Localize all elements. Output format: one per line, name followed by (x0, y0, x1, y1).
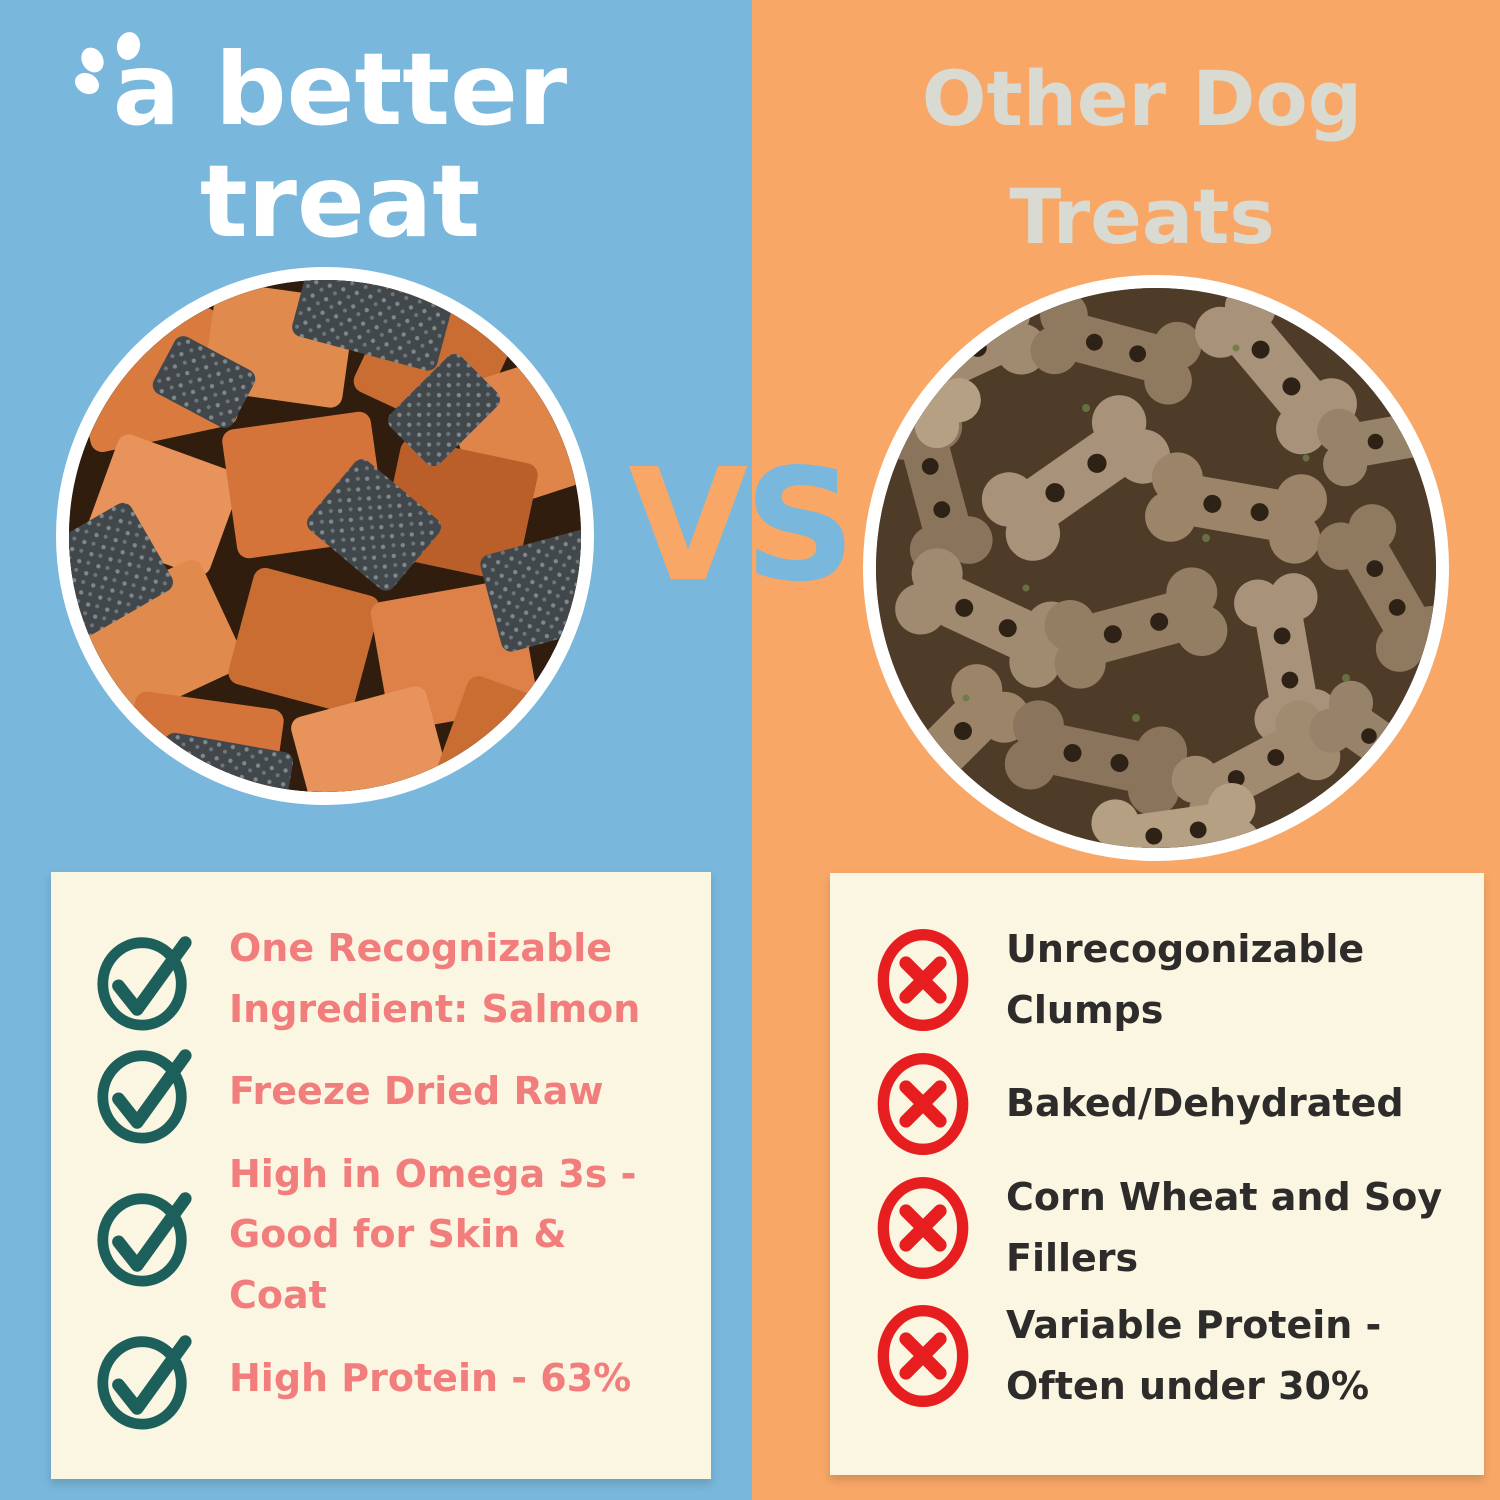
x-circle-icon (877, 928, 969, 1031)
salmon-chunks-illustration (69, 280, 581, 792)
x-circle-icon (877, 1052, 969, 1155)
benefit-text-line: Good for Skin & Coat (229, 1212, 567, 1318)
benefit-row: One Recognizable Ingredient: Salmon (93, 918, 673, 1040)
benefit-text: High in Omega 3s - Good for Skin & Coat (229, 1144, 673, 1326)
benefit-text-line: High Protein - 63% (229, 1355, 632, 1400)
bone-biscuits-illustration (876, 288, 1436, 848)
benefit-row: High in Omega 3s - Good for Skin & Coat (93, 1144, 673, 1326)
drawback-row: Baked/Dehydrated (872, 1048, 1446, 1160)
benefit-text: Freeze Dried Raw (229, 1061, 603, 1122)
check-circle-icon (97, 1192, 192, 1287)
drawback-text: Corn Wheat and Soy Fillers (1006, 1167, 1442, 1289)
check-circle-icon (97, 936, 192, 1031)
benefit-text-line: One Recognizable (229, 926, 613, 970)
paw-print-icon (76, 43, 108, 77)
brand-logo: a better treat (40, 29, 640, 260)
benefit-text-line: Ingredient: Salmon (229, 986, 641, 1031)
benefit-row: High Protein - 63% (93, 1326, 673, 1430)
paw-print-icon (71, 68, 103, 99)
drawback-text-line: Unrecogonizable (1006, 927, 1365, 971)
benefit-text-line: High in Omega 3s - (229, 1151, 637, 1196)
drawback-text-line: Often under 30% (1006, 1364, 1370, 1409)
salmon-treats-photo (56, 267, 594, 805)
drawback-text-line: Baked/Dehydrated (1006, 1081, 1404, 1126)
drawback-text-line: Corn Wheat and Soy (1006, 1174, 1443, 1219)
drawback-row: Variable Protein - Often under 30% (872, 1295, 1446, 1417)
benefit-text-line: Freeze Dried Raw (229, 1069, 604, 1114)
other-treats-title: Other Dog Treats (792, 40, 1492, 276)
drawback-text: Unrecogonizable Clumps (1006, 919, 1364, 1041)
brand-name-line2: treat (199, 143, 481, 260)
benefit-row: Freeze Dried Raw (93, 1040, 673, 1144)
benefits-card: One Recognizable Ingredient: Salmon Free… (51, 872, 711, 1479)
drawback-text: Variable Protein - Often under 30% (1006, 1295, 1381, 1417)
drawback-text: Baked/Dehydrated (1006, 1073, 1404, 1134)
other-treats-photo (863, 275, 1449, 861)
vs-divider-text: VS (595, 448, 885, 603)
vs-letter-v: V (628, 435, 748, 616)
check-circle-icon (97, 1048, 192, 1144)
drawback-row: Corn Wheat and Soy Fillers (872, 1167, 1446, 1289)
drawback-text-line: Clumps (1006, 987, 1164, 1032)
vs-letter-s: S (744, 435, 856, 616)
drawback-text-line: Fillers (1006, 1235, 1139, 1280)
x-circle-icon (877, 1305, 969, 1408)
brand-name-line1: a better (112, 31, 568, 148)
check-circle-icon (97, 1335, 192, 1430)
herb-speckles (962, 344, 1350, 722)
other-treats-title-line1: Other Dog (921, 54, 1363, 143)
x-circle-icon (877, 1176, 969, 1279)
salmon-skin-group (69, 280, 581, 792)
drawback-text-line: Variable Protein - (1006, 1303, 1382, 1348)
drawback-row: Unrecogonizable Clumps (872, 919, 1446, 1041)
other-treats-title-line2: Treats (1009, 171, 1275, 261)
benefit-text: One Recognizable Ingredient: Salmon (229, 918, 640, 1040)
benefit-text: High Protein - 63% (229, 1348, 631, 1409)
drawbacks-card: Unrecogonizable Clumps Baked/Dehydrated … (830, 873, 1484, 1475)
